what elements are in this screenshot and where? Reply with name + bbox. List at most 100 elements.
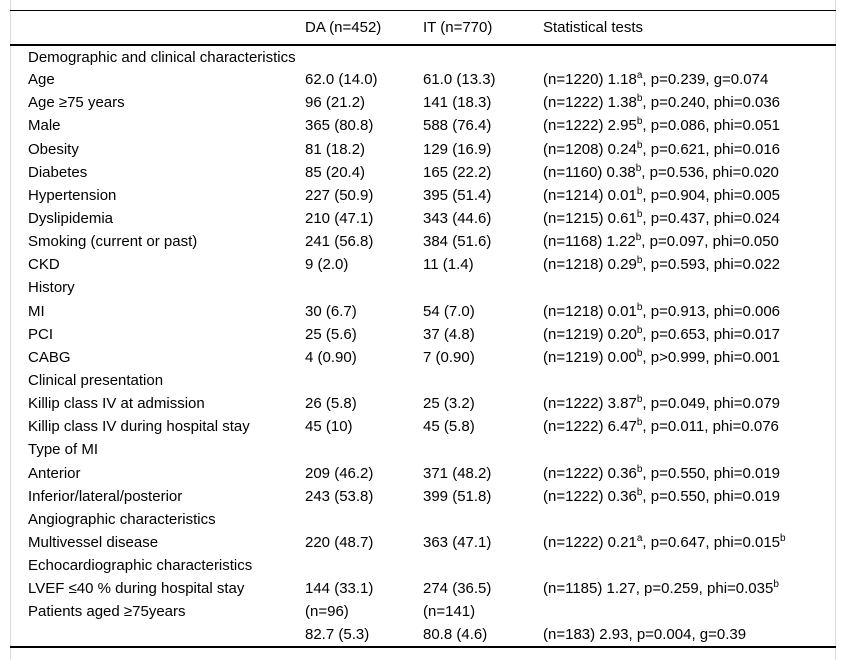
- cell-da-value: 82.7 (5.3): [305, 623, 423, 648]
- cell-da-value: 81 (18.2): [305, 140, 366, 158]
- row-label: Male: [28, 117, 61, 135]
- superscript-note-marker: b: [636, 347, 643, 359]
- superscript-note-marker: b: [780, 533, 786, 545]
- table-row: CKD 9 (2.0) 11 (1.4) (n=1218) 0.29b, p=0.59…: [10, 253, 836, 276]
- cell-da-value: 144 (33.1): [305, 580, 374, 598]
- table-row: CABG 4 (0.90) 7 (0.90) (n=1219) 0.00b, p>0.…: [10, 346, 836, 369]
- cell-it-value: [423, 45, 543, 68]
- row-label: Age ≥75 years: [28, 94, 125, 112]
- cell-it-value: 343 (44.6): [423, 210, 492, 228]
- col-header-da: DA (n=452): [305, 10, 423, 46]
- cell-statistical-tests: (n=1222) 2.95b, p=0.086, phi=0.051: [543, 116, 781, 135]
- cell-it-value: 384 (51.6): [423, 233, 492, 251]
- table-row: Smoking (current or past) 241 (56.8) 384 (…: [10, 230, 836, 253]
- cell-da-value: [305, 508, 423, 531]
- cell-da-value: 25 (5.6): [305, 325, 357, 343]
- superscript-note-marker: a: [636, 70, 643, 82]
- cell-it-value: [423, 276, 543, 299]
- col-header-it: IT (n=770): [423, 10, 543, 46]
- cell-statistical-tests: (n=1185) 1.27, p=0.259, phi=0.035b: [543, 579, 779, 598]
- cell-statistical-tests: (n=1222) 0.36b, p=0.550, phi=0.019: [543, 463, 781, 482]
- section-row: Clinical presentation: [10, 369, 836, 392]
- cell-da-value: [305, 438, 423, 461]
- row-label: MI: [28, 302, 45, 320]
- superscript-note-marker: b: [636, 394, 643, 406]
- cell-it-value: [423, 508, 543, 531]
- col-header-empty: [10, 10, 305, 46]
- cell-da-value: 96 (21.2): [305, 94, 366, 112]
- cell-da-value: 9 (2.0): [305, 256, 349, 274]
- table-row: Dyslipidemia 210 (47.1) 343 (44.6) (n=1215)…: [10, 207, 836, 230]
- section-row: Angiographic characteristics: [10, 508, 836, 531]
- cell-statistical-tests: [543, 508, 836, 531]
- cell-it-value: 274 (36.5): [423, 580, 492, 598]
- section-label: Angiographic characteristics: [28, 510, 216, 528]
- row-label: Hypertension: [28, 186, 117, 204]
- superscript-note-marker: b: [636, 324, 643, 336]
- cell-it-value: 11 (1.4): [423, 256, 474, 274]
- row-label: CKD: [28, 256, 60, 274]
- cell-statistical-tests: [543, 45, 836, 68]
- row-label: Inferior/lateral/posterior: [28, 487, 183, 505]
- row-label: Multivessel disease: [28, 534, 159, 552]
- cell-it-value: 7 (0.90): [423, 348, 475, 366]
- table-row: Patients aged ≥75years (n=96) (n=141): [10, 600, 836, 623]
- table-row: Inferior/lateral/posterior 243 (53.8) 399 …: [10, 485, 836, 508]
- row-label: Diabetes: [28, 163, 88, 181]
- superscript-note-marker: b: [636, 255, 643, 267]
- cell-it-value: 80.8 (4.6): [423, 623, 543, 648]
- cell-it-value: 129 (16.9): [423, 140, 492, 158]
- figure-frame: [10, 0, 836, 660]
- cell-statistical-tests: (n=1222) 6.47b, p=0.011, phi=0.076: [543, 417, 779, 436]
- section-row: History: [10, 276, 836, 299]
- cell-da-value: 62.0 (14.0): [305, 71, 378, 89]
- cell-it-value: 399 (51.8): [423, 487, 492, 505]
- section-label: Type of MI: [28, 441, 99, 459]
- table-row: 82.7 (5.3) 80.8 (4.6) (n=183) 2.93, p=0.00…: [10, 623, 836, 648]
- cell-da-value: 85 (20.4): [305, 163, 366, 181]
- superscript-note-marker: b: [636, 417, 643, 429]
- cell-it-value: 141 (18.3): [423, 94, 492, 112]
- section-row: Type of MI: [10, 438, 836, 461]
- superscript-note-marker: b: [636, 93, 643, 105]
- cell-da-value: 209 (46.2): [305, 464, 374, 482]
- cell-da-value: 227 (50.9): [305, 186, 374, 204]
- superscript-note-marker: b: [773, 579, 779, 591]
- cell-it-value: [423, 369, 543, 392]
- col-header-statistical-tests: Statistical tests: [543, 10, 836, 46]
- cell-statistical-tests: [543, 276, 836, 299]
- table-row: MI 30 (6.7) 54 (7.0) (n=1218) 0.01b, p=0.91…: [10, 300, 836, 323]
- table-row: PCI 25 (5.6) 37 (4.8) (n=1219) 0.20b, p=0.6…: [10, 323, 836, 346]
- cell-statistical-tests: [543, 554, 836, 577]
- cell-statistical-tests: (n=183) 2.93, p=0.004, g=0.39: [543, 623, 836, 648]
- superscript-note-marker: b: [636, 301, 643, 313]
- cell-it-value: 395 (51.4): [423, 186, 492, 204]
- row-label: Anterior: [28, 464, 81, 482]
- table-row: Anterior 209 (46.2) 371 (48.2) (n=1222) 0.3…: [10, 462, 836, 485]
- cell-statistical-tests: (n=1218) 0.01b, p=0.913, phi=0.006: [543, 301, 781, 320]
- section-label: Demographic and clinical characteristics: [28, 48, 296, 66]
- cell-da-value: 30 (6.7): [305, 302, 357, 320]
- cell-it-value: 588 (76.4): [423, 117, 492, 135]
- cell-da-value: [305, 276, 423, 299]
- cell-statistical-tests: (n=1222) 3.87b, p=0.049, phi=0.079: [543, 394, 781, 413]
- cell-da-value: 243 (53.8): [305, 487, 374, 505]
- cell-da-value: 210 (47.1): [305, 210, 374, 228]
- section-row: Demographic and clinical characteristics: [10, 45, 836, 68]
- row-label: CABG: [28, 348, 71, 366]
- row-label: Age: [28, 71, 55, 89]
- row-label: [10, 623, 305, 648]
- row-label: Patients aged ≥75years: [28, 603, 186, 621]
- table-row: LVEF ≤40 % during hospital stay 144 (33.1…: [10, 577, 836, 600]
- section-label: Echocardiographic characteristics: [28, 557, 253, 575]
- superscript-note-marker: b: [636, 116, 643, 128]
- cell-statistical-tests: (n=1168) 1.22b, p=0.097, phi=0.050: [543, 232, 779, 251]
- cell-statistical-tests: (n=1215) 0.61b, p=0.437, phi=0.024: [543, 209, 781, 228]
- cell-statistical-tests: (n=1220) 1.18a, p=0.239, g=0.074: [543, 70, 769, 89]
- cell-statistical-tests: [543, 369, 836, 392]
- cell-da-value: [305, 554, 423, 577]
- superscript-note-marker: b: [636, 185, 643, 197]
- table-row: Male 365 (80.8) 588 (76.4) (n=1222) 2.95b, …: [10, 114, 836, 137]
- superscript-note-marker: b: [636, 486, 643, 498]
- cell-da-value: 45 (10): [305, 418, 353, 436]
